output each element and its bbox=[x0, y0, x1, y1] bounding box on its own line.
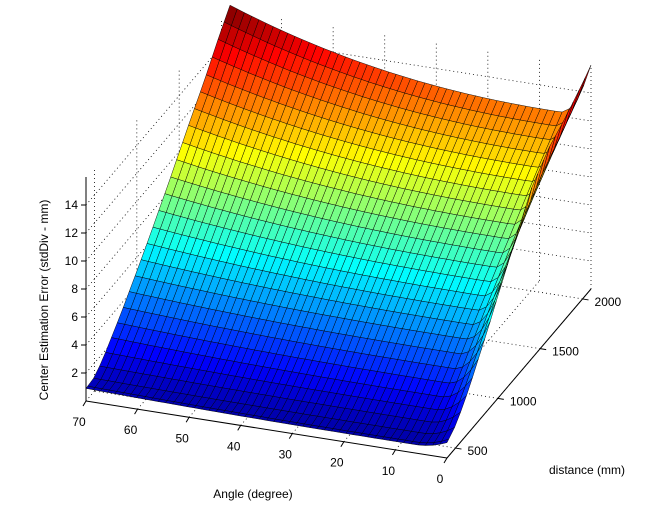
x-tick-label: 60 bbox=[124, 423, 138, 437]
z-tick-label: 12 bbox=[65, 226, 79, 240]
z-tick-label: 4 bbox=[71, 338, 78, 352]
y-tick-mark bbox=[582, 298, 589, 301]
y-tick-mark bbox=[540, 348, 547, 351]
z-tick-label: 10 bbox=[65, 254, 79, 268]
y-tick-mark bbox=[455, 447, 462, 450]
x-axis-line bbox=[85, 400, 448, 459]
y-tick-label: 2000 bbox=[595, 295, 622, 309]
z-tick-label: 8 bbox=[71, 282, 78, 296]
x-tick-mark bbox=[340, 441, 345, 447]
y-tick-mark bbox=[497, 397, 504, 400]
x-tick-mark bbox=[237, 425, 242, 431]
x-tick-label: 10 bbox=[382, 464, 396, 478]
x-tick-mark bbox=[288, 433, 293, 439]
y-axis-line bbox=[446, 288, 592, 459]
x-tick-label: 40 bbox=[227, 439, 241, 453]
x-tick-label: 30 bbox=[279, 448, 293, 462]
x-axis-label: Angle (degree) bbox=[213, 487, 292, 501]
x-tick-label: 0 bbox=[437, 472, 444, 486]
x-tick-mark bbox=[391, 449, 396, 456]
z-tick-label: 6 bbox=[71, 310, 78, 324]
y-axis-label: distance (mm) bbox=[549, 463, 625, 477]
z-tick-label: 2 bbox=[71, 366, 78, 380]
x-tick-label: 70 bbox=[72, 415, 86, 429]
x-tick-label: 20 bbox=[330, 456, 344, 470]
y-tick-label: 1000 bbox=[510, 394, 537, 408]
x-tick-mark bbox=[443, 457, 448, 464]
x-tick-mark bbox=[82, 400, 87, 407]
x-tick-mark bbox=[134, 408, 139, 415]
x-tick-label: 50 bbox=[175, 431, 189, 445]
y-tick-label: 1500 bbox=[552, 345, 579, 359]
z-tick-label: 14 bbox=[65, 198, 79, 212]
y-tick-label: 500 bbox=[467, 444, 487, 458]
surface bbox=[85, 4, 592, 446]
surface-patch bbox=[565, 90, 580, 125]
x-tick-mark bbox=[185, 417, 190, 423]
z-axis-label: Center Estimation Error (stdDiv - mm) bbox=[37, 200, 51, 401]
surface-patch bbox=[85, 385, 96, 390]
axes bbox=[81, 177, 592, 464]
tick-labels: 0 10 20 30 40 50 60 70 500 1000 1500 2000 2 4 6 8 10 12 14 bbox=[65, 198, 622, 486]
